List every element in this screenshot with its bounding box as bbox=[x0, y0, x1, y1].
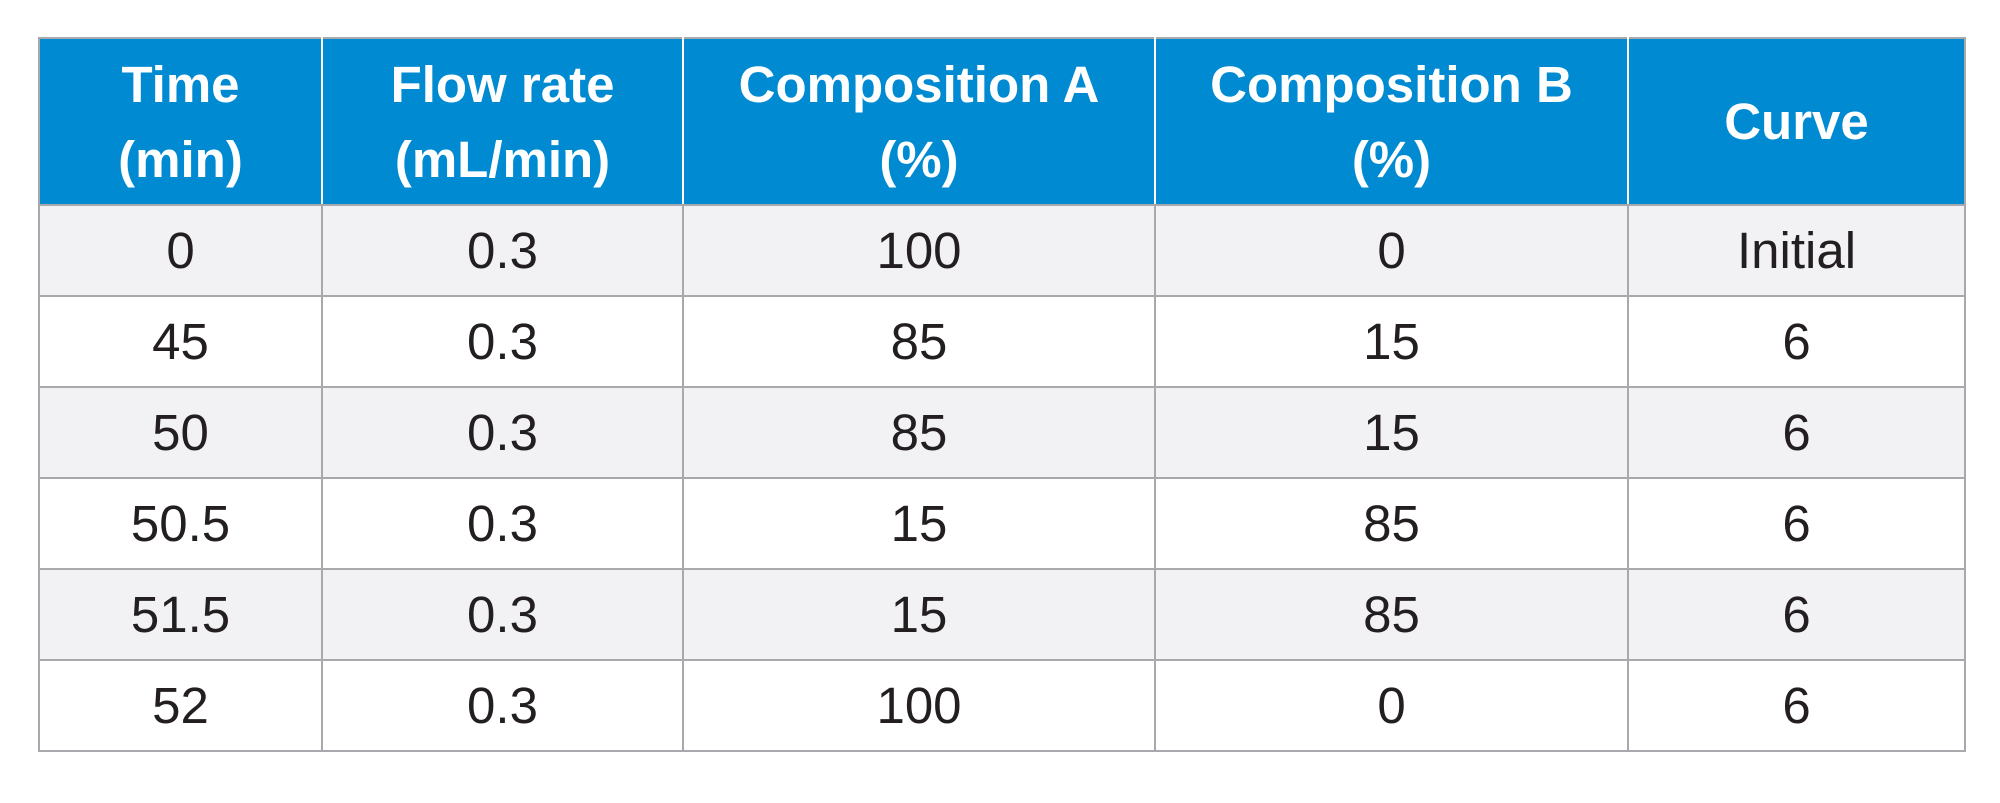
header-time-label: Time bbox=[121, 55, 240, 113]
gradient-table: Time (min) Flow rate (mL/min) Compositio… bbox=[38, 37, 1966, 752]
cell-composition-b: 85 bbox=[1154, 568, 1629, 661]
cell-composition-b: 85 bbox=[1154, 477, 1629, 570]
cell-composition-a: 15 bbox=[682, 477, 1156, 570]
header-composition-b-unit: (%) bbox=[1351, 130, 1432, 188]
cell-curve: 6 bbox=[1627, 386, 1966, 479]
cell-time: 45 bbox=[38, 295, 323, 388]
header-composition-a: Composition A (%) bbox=[682, 37, 1156, 206]
cell-curve: 6 bbox=[1627, 477, 1966, 570]
cell-curve: 6 bbox=[1627, 295, 1966, 388]
table-header: Time (min) Flow rate (mL/min) Compositio… bbox=[38, 37, 1966, 206]
cell-time: 0 bbox=[38, 204, 323, 297]
cell-flow-rate: 0.3 bbox=[321, 295, 684, 388]
gradient-table-container: Time (min) Flow rate (mL/min) Compositio… bbox=[38, 37, 1966, 752]
cell-composition-a: 85 bbox=[682, 295, 1156, 388]
header-row: Time (min) Flow rate (mL/min) Compositio… bbox=[38, 37, 1966, 206]
header-curve-label: Curve bbox=[1724, 93, 1869, 150]
cell-composition-b: 15 bbox=[1154, 386, 1629, 479]
cell-composition-b: 15 bbox=[1154, 295, 1629, 388]
header-flow-rate-label: Flow rate bbox=[390, 55, 615, 113]
cell-composition-a: 100 bbox=[682, 659, 1156, 752]
cell-time: 51.5 bbox=[38, 568, 323, 661]
cell-curve: 6 bbox=[1627, 659, 1966, 752]
cell-curve: 6 bbox=[1627, 568, 1966, 661]
cell-composition-a: 85 bbox=[682, 386, 1156, 479]
table-row: 0 0.3 100 0 Initial bbox=[38, 204, 1966, 297]
header-flow-rate-unit: (mL/min) bbox=[394, 130, 611, 188]
cell-composition-b: 0 bbox=[1154, 659, 1629, 752]
cell-composition-a: 100 bbox=[682, 204, 1156, 297]
cell-flow-rate: 0.3 bbox=[321, 659, 684, 752]
cell-composition-a: 15 bbox=[682, 568, 1156, 661]
table-row: 50.5 0.3 15 85 6 bbox=[38, 477, 1966, 570]
cell-composition-b: 0 bbox=[1154, 204, 1629, 297]
header-composition-a-unit: (%) bbox=[879, 130, 959, 188]
cell-flow-rate: 0.3 bbox=[321, 386, 684, 479]
header-composition-b-label: Composition B bbox=[1210, 55, 1573, 113]
cell-flow-rate: 0.3 bbox=[321, 477, 684, 570]
header-time: Time (min) bbox=[38, 37, 323, 206]
cell-time: 50.5 bbox=[38, 477, 323, 570]
table-body: 0 0.3 100 0 Initial 45 0.3 85 15 6 50 0.… bbox=[38, 204, 1966, 752]
cell-flow-rate: 0.3 bbox=[321, 204, 684, 297]
header-flow-rate: Flow rate (mL/min) bbox=[321, 37, 684, 206]
cell-time: 50 bbox=[38, 386, 323, 479]
header-time-unit: (min) bbox=[118, 130, 243, 188]
cell-curve: Initial bbox=[1627, 204, 1966, 297]
header-composition-b: Composition B (%) bbox=[1154, 37, 1629, 206]
header-curve: Curve bbox=[1627, 37, 1966, 206]
header-composition-a-label: Composition A bbox=[738, 55, 1100, 113]
table-row: 51.5 0.3 15 85 6 bbox=[38, 568, 1966, 661]
cell-time: 52 bbox=[38, 659, 323, 752]
table-row: 45 0.3 85 15 6 bbox=[38, 295, 1966, 388]
cell-flow-rate: 0.3 bbox=[321, 568, 684, 661]
table-row: 52 0.3 100 0 6 bbox=[38, 659, 1966, 752]
table-row: 50 0.3 85 15 6 bbox=[38, 386, 1966, 479]
